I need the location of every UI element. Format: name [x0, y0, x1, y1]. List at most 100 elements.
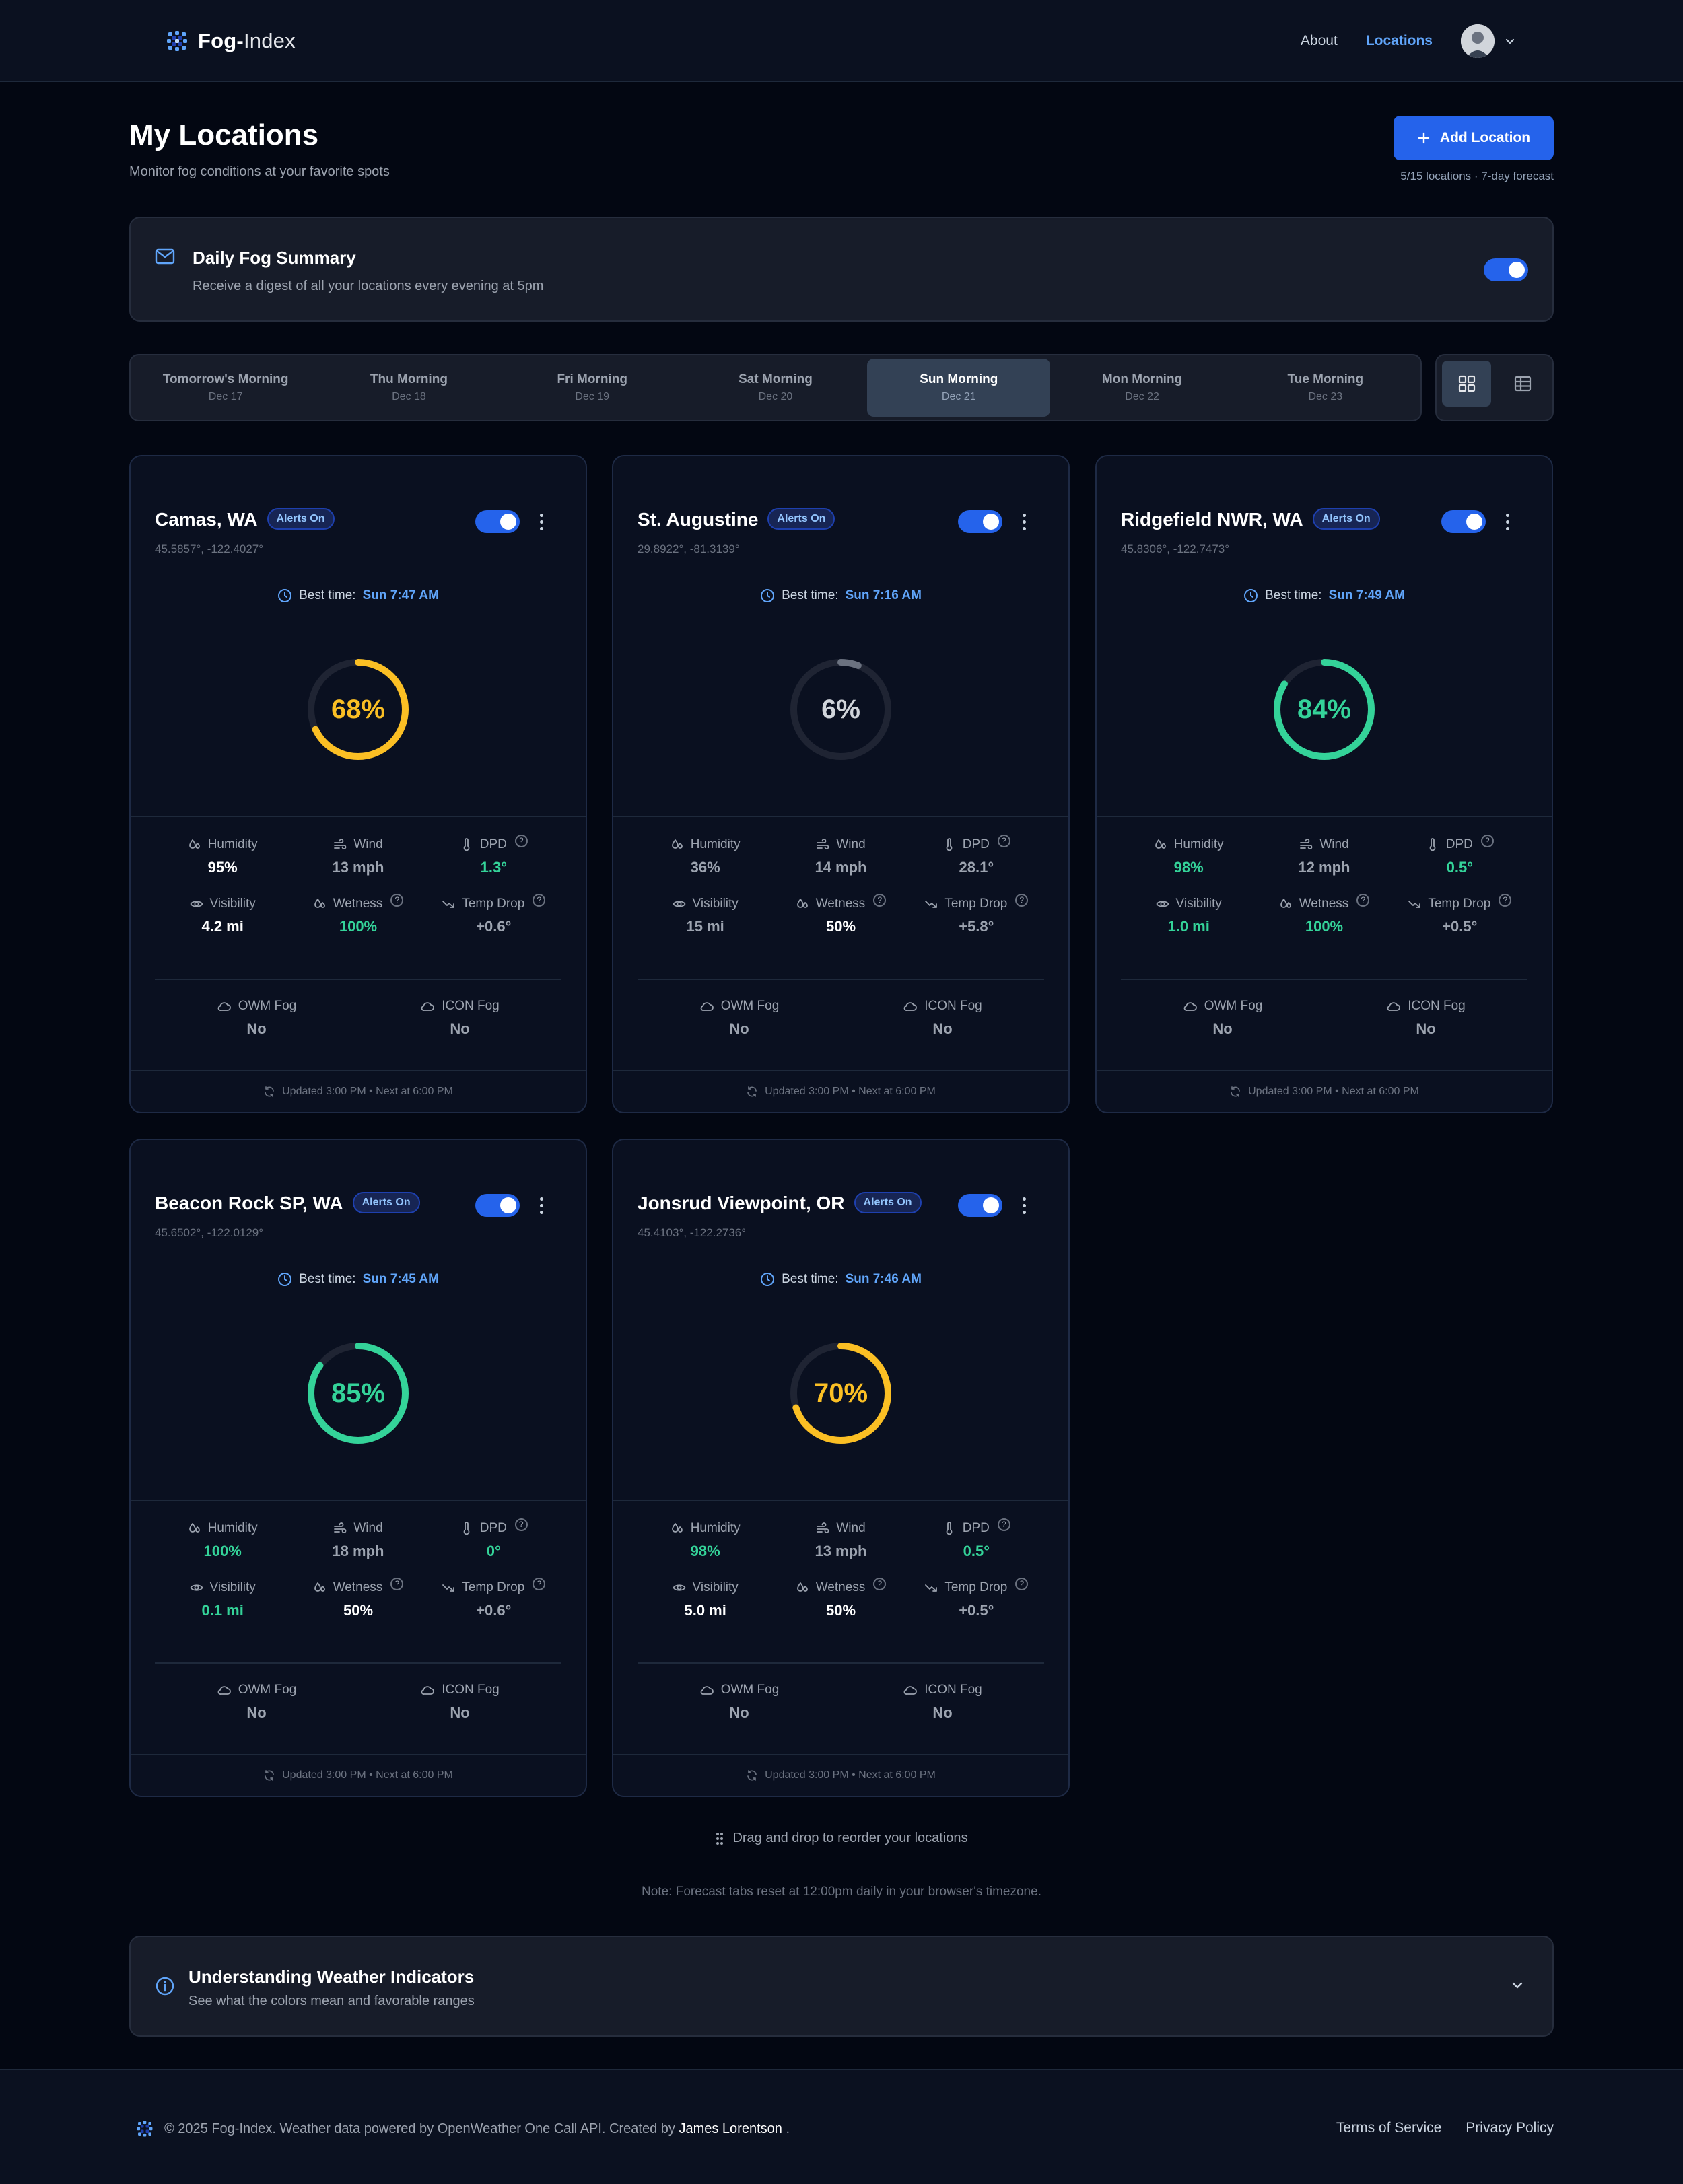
help-icon[interactable]: ? [1015, 1577, 1029, 1590]
metrics-grid: Humidity 95% Wind 13 mph DPD? 1.3° Visibility 4… [155, 834, 561, 936]
gauge-ring [790, 659, 891, 760]
help-icon[interactable]: ? [533, 893, 546, 907]
weather-indicators-accordion[interactable]: Understanding Weather Indicators See wha… [129, 1936, 1554, 2037]
nav-link-locations[interactable]: Locations [1365, 33, 1433, 48]
help-icon[interactable]: ? [997, 1518, 1010, 1531]
daily-summary-toggle[interactable] [1484, 258, 1528, 281]
chevron-down-icon[interactable] [1509, 1977, 1525, 1994]
tab-2[interactable]: Fri Morning Dec 19 [501, 359, 684, 417]
metric-label-text: ICON Fog [924, 1683, 982, 1697]
tab-4[interactable]: Sun Morning Dec 21 [867, 359, 1051, 417]
help-icon[interactable]: ? [1480, 834, 1494, 847]
fog-probability-value: 70% [813, 1378, 868, 1408]
summary-title: Daily Fog Summary [193, 248, 356, 268]
location-card[interactable]: Jonsrud Viewpoint, OR Alerts On 45.4103°, … [612, 1139, 1070, 1797]
best-time-label: Best time: [782, 588, 839, 602]
help-icon[interactable]: ? [533, 1577, 546, 1590]
help-icon[interactable]: ? [997, 834, 1010, 847]
metric-label: Visibility [190, 896, 256, 911]
brand-logo[interactable]: Fog-Index [166, 27, 296, 55]
location-alert-toggle[interactable] [958, 510, 1002, 533]
user-menu[interactable] [1461, 24, 1516, 58]
footer-copyright: © 2025 Fog-Index. Weather data powered b… [164, 2121, 790, 2137]
help-icon[interactable]: ? [514, 1518, 528, 1531]
gauge-arc [308, 1343, 409, 1444]
help-icon[interactable]: ? [390, 1577, 404, 1590]
more-options-icon[interactable] [535, 1191, 548, 1220]
update-status-text: Updated 3:00 PM • Next at 6:00 PM [282, 1086, 453, 1097]
location-card[interactable]: Beacon Rock SP, WA Alerts On 45.6502°, -12… [129, 1139, 587, 1797]
terms-link[interactable]: Terms of Service [1336, 2120, 1442, 2136]
tab-3[interactable]: Sat Morning Dec 20 [684, 359, 867, 417]
location-alert-toggle[interactable] [958, 1194, 1002, 1217]
help-icon[interactable]: ? [390, 893, 404, 907]
droplets-icon [1155, 839, 1166, 849]
metric-label: OWM Fog [699, 999, 779, 1014]
wind-icon [334, 1522, 347, 1533]
avatar[interactable] [1461, 24, 1495, 58]
metric-visibility: Visibility 1.0 mi [1121, 896, 1256, 936]
metric-label-text: Wind [1319, 837, 1349, 851]
tab-date: Dec 18 [392, 391, 426, 402]
tab-label: Tomorrow's Morning [162, 372, 289, 386]
add-location-button[interactable]: Add Location [1394, 116, 1554, 160]
daily-summary-card: Daily Fog Summary Receive a digest of al… [129, 217, 1554, 322]
table-view-button[interactable] [1498, 361, 1547, 407]
help-icon[interactable]: ? [1499, 893, 1512, 907]
help-icon[interactable]: ? [873, 1577, 887, 1590]
indicators-title: Understanding Weather Indicators [188, 1967, 475, 1987]
metric-value: 28.1° [959, 859, 994, 876]
metric-label-text: OWM Fog [238, 1683, 297, 1697]
brand-name-suffix: Index [243, 29, 296, 52]
location-card[interactable]: Ridgefield NWR, WA Alerts On 45.8306°, -12… [1095, 455, 1553, 1113]
view-mode-toggle [1435, 354, 1554, 421]
tab-0[interactable]: Tomorrow's Morning Dec 17 [134, 359, 317, 417]
chevron-down-icon[interactable] [1504, 35, 1516, 47]
metric-label: Visibility [673, 896, 739, 911]
location-name: Ridgefield NWR, WA Alerts On [1121, 507, 1380, 532]
grid-view-button[interactable] [1442, 361, 1491, 407]
metric-dpd: DPD? 1.3° [426, 834, 561, 876]
more-options-icon[interactable] [1017, 1191, 1031, 1220]
fog-probability-gauge: 6% [790, 658, 892, 761]
more-options-icon[interactable] [535, 507, 548, 536]
help-icon[interactable]: ? [514, 834, 528, 847]
tab-1[interactable]: Thu Morning Dec 18 [317, 359, 500, 417]
metric-label-text: OWM Fog [1204, 999, 1263, 1013]
metric-label: Wind [816, 837, 866, 852]
metric-humidity: Humidity 98% [638, 1521, 773, 1560]
help-icon[interactable]: ? [1015, 893, 1029, 907]
metric-value: No [729, 1020, 749, 1037]
help-icon[interactable]: ? [1356, 893, 1370, 907]
best-time-label: Best time: [1265, 588, 1322, 602]
privacy-link[interactable]: Privacy Policy [1466, 2120, 1554, 2136]
alerts-badge: Alerts On [1312, 507, 1380, 530]
location-alert-toggle[interactable] [475, 510, 520, 533]
metric-label-text: Wetness [1299, 896, 1349, 911]
metric-wetness: Wetness? 50% [773, 1577, 908, 1619]
fog-probability-gauge: 68% [307, 658, 409, 761]
alerts-badge: Alerts On [352, 1191, 420, 1213]
location-coordinates: 45.4103°, -122.2736° [638, 1226, 747, 1239]
metric-label-text: ICON Fog [442, 1683, 500, 1697]
droplets-icon [796, 1582, 808, 1592]
fog-probability-gauge: 70% [790, 1342, 892, 1444]
location-alert-toggle[interactable] [475, 1194, 520, 1217]
user-avatar-icon [1461, 24, 1495, 58]
metric-label-text: Humidity [690, 837, 741, 851]
metric-humidity: Humidity 95% [155, 837, 290, 876]
location-alert-toggle[interactable] [1441, 510, 1486, 533]
location-card[interactable]: St. Augustine Alerts On 29.8922°, -81.3139… [612, 455, 1070, 1113]
author-link[interactable]: James Lorentson [679, 2121, 782, 2136]
metric-value: 1.3° [480, 859, 508, 876]
help-icon[interactable]: ? [873, 893, 887, 907]
more-options-icon[interactable] [1501, 507, 1514, 536]
tab-6[interactable]: Tue Morning Dec 23 [1234, 359, 1417, 417]
eye-icon [673, 1584, 685, 1591]
more-options-icon[interactable] [1017, 507, 1031, 536]
tab-5[interactable]: Mon Morning Dec 22 [1050, 359, 1233, 417]
nav-link-about[interactable]: About [1300, 33, 1338, 48]
metric-value: 95% [207, 859, 238, 876]
update-status: Updated 3:00 PM • Next at 6:00 PM [131, 1754, 586, 1796]
location-card[interactable]: Camas, WA Alerts On 45.5857°, -122.4027° Be… [129, 455, 587, 1113]
